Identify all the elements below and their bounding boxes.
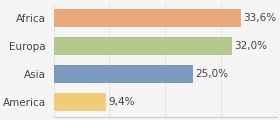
Text: 25,0%: 25,0% — [195, 69, 228, 79]
Bar — [53, 65, 193, 83]
Bar — [53, 37, 232, 55]
Text: 32,0%: 32,0% — [234, 41, 267, 51]
Bar — [53, 9, 241, 27]
Text: 9,4%: 9,4% — [108, 97, 135, 107]
Text: 33,6%: 33,6% — [243, 13, 276, 23]
Bar — [53, 93, 106, 111]
